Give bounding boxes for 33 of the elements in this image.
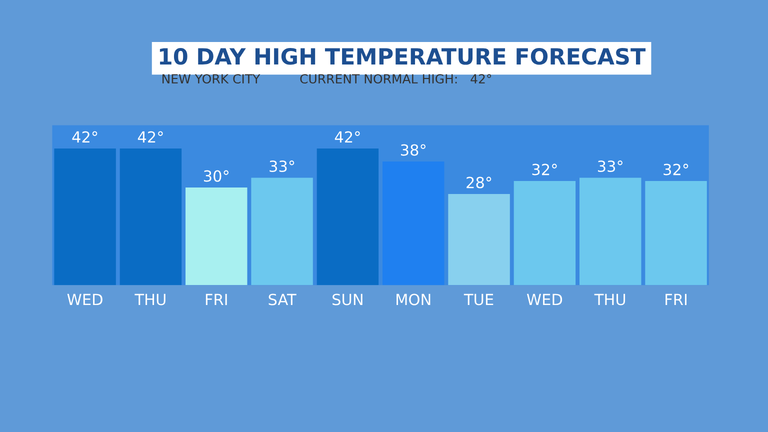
data-label: 38° (401, 144, 426, 156)
x-tick-label: WED (526, 294, 562, 306)
bar (448, 194, 510, 286)
data-label: 32° (664, 164, 688, 176)
bar (514, 181, 576, 286)
chart-subtitle: NEW YORK CITY (162, 74, 260, 84)
bar (186, 188, 248, 286)
x-tick-label: MON (396, 294, 430, 306)
x-tick-label: SUN (332, 294, 362, 306)
bar (645, 181, 707, 286)
bar (120, 148, 182, 286)
bar (382, 162, 444, 286)
x-tick-label: WED (67, 294, 102, 306)
data-label: 42° (334, 131, 360, 143)
x-tick-label: SAT (268, 294, 296, 306)
x-tick-label: FRI (666, 294, 686, 306)
x-tick-label: FRI (206, 294, 227, 306)
bar (251, 178, 313, 286)
x-tick-label: TUE (464, 294, 494, 306)
bar (580, 178, 642, 286)
data-label: 28° (466, 176, 492, 188)
bar (316, 148, 379, 286)
bar (54, 148, 116, 286)
text: CURRENT NORMAL HIGH: 42° (300, 74, 492, 84)
x-tick-label: THU (594, 294, 626, 306)
data-label: 33° (598, 160, 622, 172)
data-label: 30° (204, 170, 228, 182)
x-tick-label: THU (134, 294, 166, 306)
data-label: 42° (72, 131, 98, 143)
chart-title: 10 DAY HIGH TEMPERATURE FORECAST (160, 48, 646, 65)
data-label: 32° (532, 164, 557, 176)
data-label: 42° (138, 131, 163, 143)
data-label: 33° (270, 160, 294, 172)
